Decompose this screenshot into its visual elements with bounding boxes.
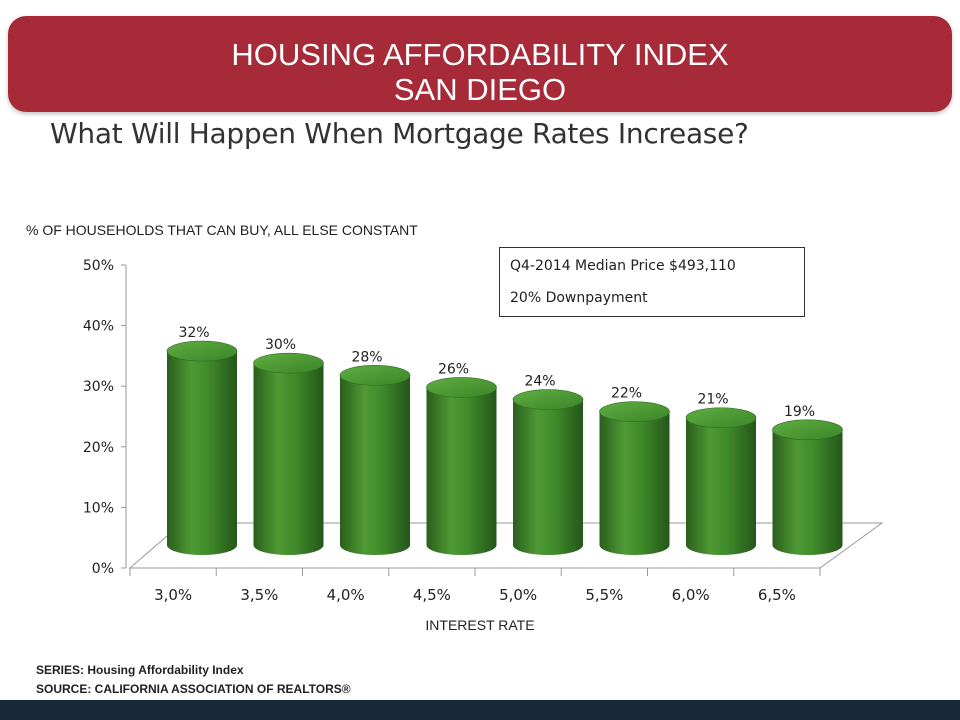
bar-body <box>253 363 324 555</box>
value-label: 21% <box>697 392 728 408</box>
x-axis-label: INTEREST RATE <box>425 617 534 633</box>
note-median-price: Q4-2014 Median Price $493,110 <box>510 258 736 274</box>
title-line-2: SAN DIEGO <box>393 72 567 107</box>
note-downpayment: 20% Downpayment <box>510 290 648 306</box>
bar-top <box>253 352 324 374</box>
bar-body <box>772 429 843 555</box>
bottom-bar <box>0 700 960 720</box>
y-axis-label: % OF HOUSEHOLDS THAT CAN BUY, ALL ELSE C… <box>26 222 418 238</box>
y-tick-label: 50% <box>83 258 114 274</box>
y-tick-label: 10% <box>83 500 114 516</box>
bar <box>512 389 584 555</box>
bar-top <box>512 389 584 410</box>
value-label: 26% <box>438 361 469 377</box>
assumptions-box: Q4-2014 Median Price $493,110 20% Downpa… <box>499 247 805 317</box>
source-note: SOURCE: CALIFORNIA ASSOCIATION OF REALTO… <box>36 682 351 696</box>
bar-top <box>166 340 238 362</box>
page-subtitle: What Will Happen When Mortgage Rates Inc… <box>50 117 749 150</box>
y-tick-label: 0% <box>92 561 114 577</box>
bar <box>685 407 757 555</box>
bar <box>253 352 324 555</box>
bar-top <box>426 377 497 398</box>
title-line-1: HOUSING AFFORDABILITY INDEX <box>231 37 729 72</box>
bar-body <box>167 351 237 555</box>
value-label: 32% <box>178 325 209 341</box>
x-tick-label: 5,0% <box>499 586 537 604</box>
value-label: 19% <box>784 404 815 420</box>
series-note: SERIES: Housing Affordability Index <box>36 663 244 677</box>
title-banner: HOUSING AFFORDABILITY INDEX SAN DIEGO <box>8 16 952 112</box>
bar-body <box>513 399 583 555</box>
y-tick-label: 20% <box>83 440 114 456</box>
bar-top <box>772 419 843 441</box>
value-label: 28% <box>351 349 382 365</box>
bar-chart: 0% 10% 20% 30% 40% 50% 32% 3,0% 30% 3,5% 28% 4,0% 26… <box>83 258 884 633</box>
y-tick-label: 30% <box>83 379 114 395</box>
value-label: 24% <box>524 374 555 390</box>
bar <box>166 340 238 555</box>
x-tick-label: 3,5% <box>240 586 278 604</box>
bar <box>772 419 843 555</box>
x-tick-label: 3,0% <box>154 586 192 604</box>
x-tick-label: 4,5% <box>413 586 451 604</box>
bar-body <box>686 417 756 555</box>
x-tick-label: 6,5% <box>758 586 796 604</box>
chart-floor <box>128 522 884 569</box>
chart-labels: 0% 10% 20% 30% 40% 50% 32% 3,0% 30% 3,5% 28% 4,0% 26… <box>83 258 815 633</box>
chart-bars <box>166 340 843 555</box>
bar <box>599 401 670 555</box>
bar <box>426 377 497 555</box>
bar-body <box>426 387 497 555</box>
bar-body <box>599 411 670 555</box>
y-tick-label: 40% <box>83 319 114 335</box>
bar-top <box>599 401 670 422</box>
value-label: 30% <box>265 337 296 353</box>
x-tick-label: 6,0% <box>672 586 710 604</box>
x-tick-label: 5,5% <box>585 586 623 604</box>
bar-body <box>340 375 410 555</box>
chart-axes <box>121 264 884 576</box>
bar-top <box>339 365 411 386</box>
bar-top <box>685 407 757 429</box>
value-label: 22% <box>611 386 642 402</box>
x-tick-label: 4,0% <box>327 586 365 604</box>
bar <box>339 365 411 555</box>
